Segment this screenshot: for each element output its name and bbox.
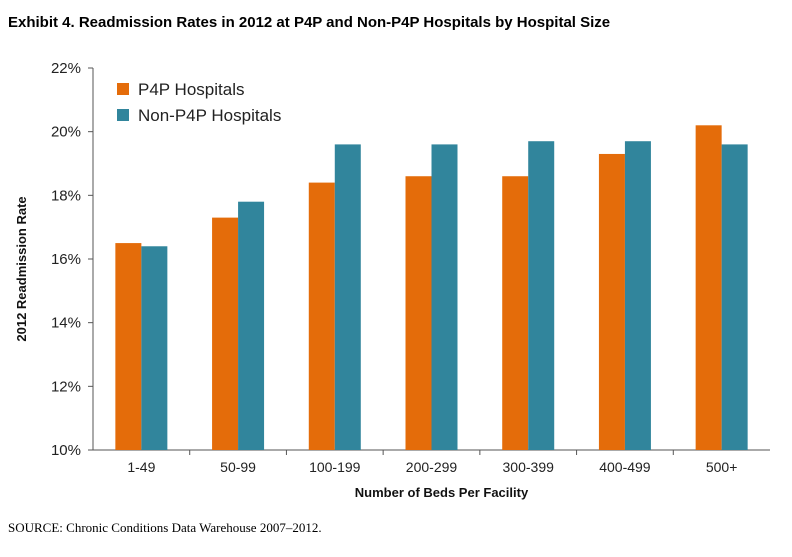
- legend-label-p4p: P4P Hospitals: [138, 80, 244, 99]
- y-tick-label: 10%: [51, 442, 81, 459]
- p4p-bar-100-199: [308, 182, 335, 450]
- non-p4p-bar-50-99: [238, 201, 265, 450]
- x-tick-label: 200-299: [406, 459, 458, 475]
- chart-axes: 10% 12% 14% 16% 18% 20% 22%: [51, 60, 770, 459]
- x-axis-title: Number of Beds Per Facility: [355, 485, 529, 500]
- non-p4p-bar-400-499: [624, 141, 651, 450]
- legend-swatch-p4p: [117, 83, 129, 95]
- y-tick-label: 16%: [51, 251, 81, 268]
- legend-label-non-p4p: Non-P4P Hospitals: [138, 106, 281, 125]
- p4p-bar-400-499: [598, 153, 625, 450]
- x-tick-label: 300-399: [503, 459, 555, 475]
- non-p4p-bar-300-399: [528, 141, 555, 450]
- x-tick-label: 50-99: [220, 459, 256, 475]
- x-tick-label: 500+: [706, 459, 738, 475]
- y-tick-label: 14%: [51, 315, 81, 332]
- bar-chart: 10% 12% 14% 16% 18% 20% 22% 1-49 50-99 100-199 20…: [14, 60, 770, 500]
- y-tick-label: 20%: [51, 124, 81, 141]
- non-p4p-bar-200-299: [431, 144, 458, 450]
- x-tick-label: 1-49: [127, 459, 155, 475]
- non-p4p-bar-100-199: [334, 144, 361, 450]
- figure-title: Exhibit 4. Readmission Rates in 2012 at …: [8, 14, 611, 31]
- chart-legend: P4P Hospitals Non-P4P Hospitals: [117, 80, 281, 125]
- p4p-bar-1-49: [115, 243, 142, 450]
- y-tick-label: 18%: [51, 187, 81, 204]
- p4p-bar-500+: [695, 125, 722, 451]
- y-axis-title: 2012 Readmission Rate: [14, 196, 29, 341]
- axis-labels: 1-49 50-99 100-199 200-299 300-399 400-499 500…: [14, 196, 737, 500]
- legend-swatch-non-p4p: [117, 109, 129, 121]
- x-tick-label: 100-199: [309, 459, 361, 475]
- non-p4p-bar-500+: [721, 144, 748, 450]
- y-tick-label: 22%: [51, 60, 81, 77]
- p4p-bar-200-299: [405, 176, 432, 450]
- x-tick-label: 400-499: [599, 459, 651, 475]
- p4p-bar-300-399: [502, 176, 529, 450]
- non-p4p-bar-1-49: [141, 246, 168, 450]
- p4p-bar-50-99: [212, 217, 239, 450]
- bar-group: [115, 125, 748, 451]
- y-tick-label: 12%: [51, 378, 81, 395]
- source-note: SOURCE: Chronic Conditions Data Warehous…: [8, 520, 322, 535]
